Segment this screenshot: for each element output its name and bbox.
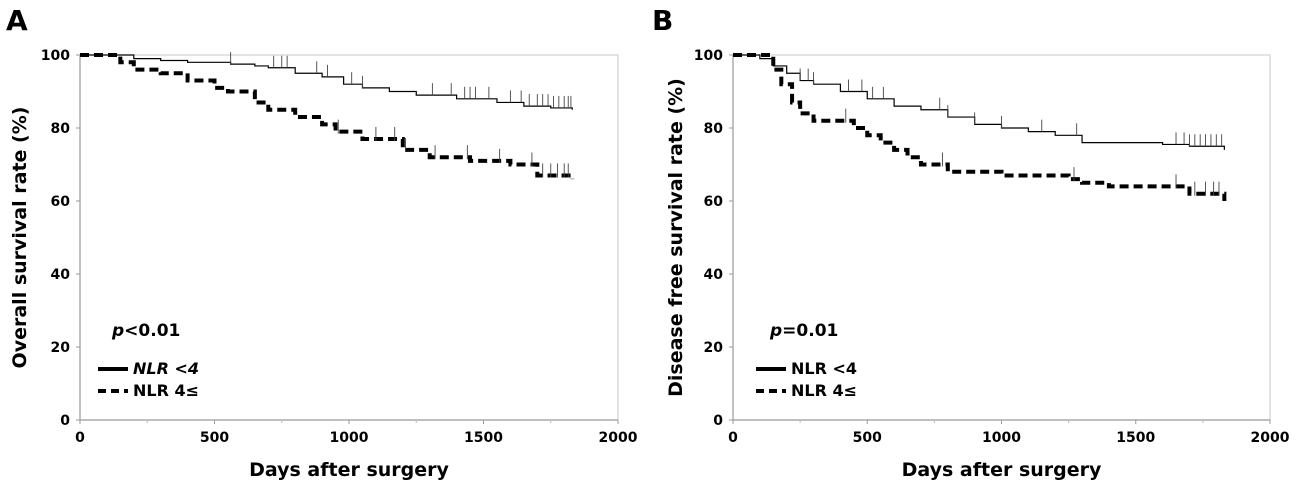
p-value-annotation: p<0.01 <box>111 321 180 341</box>
y-tick-label: 20 <box>51 340 71 356</box>
x-tick-label: 0 <box>75 430 85 446</box>
panel-label: B <box>652 4 673 37</box>
p-value-text: <0.01 <box>124 321 180 341</box>
series-line-nlr-low <box>733 54 1225 150</box>
series-line-nlr-low <box>80 54 573 110</box>
series-line-nlr-high <box>733 53 1227 201</box>
legend-label: NLR <4 <box>133 359 199 378</box>
p-value-annotation: p=0.01 <box>769 321 838 341</box>
y-tick-label: 20 <box>704 340 724 356</box>
x-tick-label: 500 <box>200 430 229 446</box>
y-tick-label: 0 <box>713 413 723 429</box>
y-tick-label: 40 <box>704 267 724 283</box>
legend-label: NLR 4≤ <box>133 381 199 400</box>
x-tick-label: 0 <box>728 430 738 446</box>
legend-label: NLR <4 <box>791 359 857 378</box>
legend-label: NLR 4≤ <box>791 381 857 400</box>
x-tick-label: 2000 <box>1251 430 1290 446</box>
x-tick-label: 1500 <box>464 430 503 446</box>
series-line-nlr-high <box>80 53 575 180</box>
p-symbol: p <box>769 321 782 341</box>
y-tick-label: 0 <box>60 413 70 429</box>
x-axis-title: Days after surgery <box>902 459 1102 481</box>
x-tick-label: 1000 <box>330 430 369 446</box>
y-tick-label: 80 <box>51 121 71 137</box>
p-value-text: =0.01 <box>782 321 838 341</box>
y-tick-label: 80 <box>704 121 724 137</box>
y-tick-label: 60 <box>51 194 71 210</box>
x-axis-title: Days after surgery <box>249 459 449 481</box>
y-tick-label: 40 <box>51 267 71 283</box>
x-tick-label: 500 <box>853 430 882 446</box>
panel-label: A <box>6 4 28 37</box>
y-tick-label: 60 <box>704 194 724 210</box>
x-tick-label: 1500 <box>1116 430 1155 446</box>
y-axis-title: Disease free survival rate (%) <box>665 78 687 397</box>
x-tick-label: 1000 <box>982 430 1021 446</box>
y-tick-label: 100 <box>41 48 70 64</box>
y-axis-title: Overall survival rate (%) <box>9 107 31 369</box>
p-symbol: p <box>111 321 124 341</box>
x-tick-label: 2000 <box>599 430 638 446</box>
y-tick-label: 100 <box>694 48 723 64</box>
